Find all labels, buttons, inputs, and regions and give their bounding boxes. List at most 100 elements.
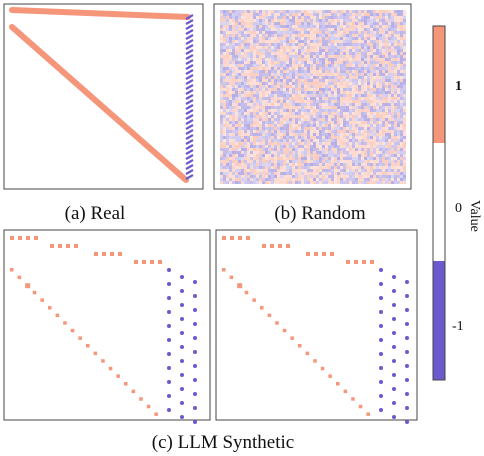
colorbar-tick-positive: 1 <box>455 79 462 94</box>
random-cell <box>358 70 361 73</box>
random-cell <box>328 121 331 124</box>
random-cell <box>274 10 277 13</box>
random-cell <box>358 181 361 184</box>
random-cell <box>382 79 385 82</box>
random-cell <box>394 169 397 172</box>
random-cell <box>283 46 286 49</box>
random-cell <box>295 19 298 22</box>
random-cell <box>229 157 232 160</box>
random-cell <box>328 142 331 145</box>
random-cell <box>358 106 361 109</box>
random-cell <box>403 94 406 97</box>
random-cell <box>352 103 355 106</box>
random-cell <box>232 169 235 172</box>
random-cell <box>361 100 364 103</box>
random-cell <box>376 46 379 49</box>
random-cell <box>256 100 259 103</box>
random-cell <box>307 151 310 154</box>
random-cell <box>328 94 331 97</box>
random-cell <box>307 25 310 28</box>
random-cell <box>316 43 319 46</box>
random-cell <box>277 76 280 79</box>
random-cell <box>268 64 271 67</box>
random-cell <box>316 25 319 28</box>
random-cell <box>379 67 382 70</box>
random-cell <box>289 139 292 142</box>
random-cell <box>250 175 253 178</box>
random-cell <box>376 34 379 37</box>
synthetic-left-top-dot <box>34 236 38 240</box>
random-cell <box>232 130 235 133</box>
random-cell <box>256 25 259 28</box>
random-cell <box>247 136 250 139</box>
random-cell <box>277 61 280 64</box>
random-cell <box>403 91 406 94</box>
random-cell <box>226 157 229 160</box>
random-cell <box>373 19 376 22</box>
random-cell <box>304 40 307 43</box>
random-cell <box>223 28 226 31</box>
random-cell <box>259 172 262 175</box>
random-cell <box>334 31 337 34</box>
random-cell <box>394 91 397 94</box>
random-cell <box>355 25 358 28</box>
random-cell <box>352 22 355 25</box>
random-cell <box>265 28 268 31</box>
random-cell <box>316 139 319 142</box>
random-cell <box>376 13 379 16</box>
random-cell <box>349 43 352 46</box>
synthetic-left-right-dot <box>193 336 197 340</box>
random-cell <box>226 82 229 85</box>
random-cell <box>379 157 382 160</box>
random-cell <box>265 142 268 145</box>
random-cell <box>391 46 394 49</box>
random-cell <box>358 31 361 34</box>
random-cell <box>250 142 253 145</box>
random-cell <box>301 175 304 178</box>
random-cell <box>355 88 358 91</box>
random-cell <box>394 67 397 70</box>
random-cell <box>385 28 388 31</box>
random-cell <box>319 166 322 169</box>
random-cell <box>283 148 286 151</box>
random-cell <box>304 106 307 109</box>
random-cell <box>343 16 346 19</box>
random-cell <box>355 34 358 37</box>
random-cell <box>394 130 397 133</box>
random-cell <box>301 157 304 160</box>
random-cell <box>373 64 376 67</box>
random-cell <box>232 97 235 100</box>
random-cell <box>220 67 223 70</box>
random-cell <box>385 97 388 100</box>
random-cell <box>400 160 403 163</box>
random-cell <box>340 118 343 121</box>
random-cell <box>295 169 298 172</box>
random-cell <box>361 166 364 169</box>
random-cell <box>325 46 328 49</box>
random-cell <box>322 118 325 121</box>
random-cell <box>268 109 271 112</box>
random-cell <box>367 127 370 130</box>
random-cell <box>343 136 346 139</box>
random-cell <box>322 145 325 148</box>
random-cell <box>397 148 400 151</box>
random-cell <box>349 49 352 52</box>
random-cell <box>286 55 289 58</box>
random-cell <box>259 178 262 181</box>
random-cell <box>313 181 316 184</box>
random-cell <box>298 178 301 181</box>
random-cell <box>319 130 322 133</box>
random-cell <box>382 94 385 97</box>
random-cell <box>352 160 355 163</box>
random-cell <box>346 142 349 145</box>
random-cell <box>394 40 397 43</box>
random-cell <box>331 13 334 16</box>
random-cell <box>397 145 400 148</box>
random-cell <box>385 64 388 67</box>
random-cell <box>328 145 331 148</box>
random-cell <box>223 10 226 13</box>
random-cell <box>274 22 277 25</box>
random-cell <box>229 130 232 133</box>
random-cell <box>259 67 262 70</box>
random-cell <box>238 73 241 76</box>
